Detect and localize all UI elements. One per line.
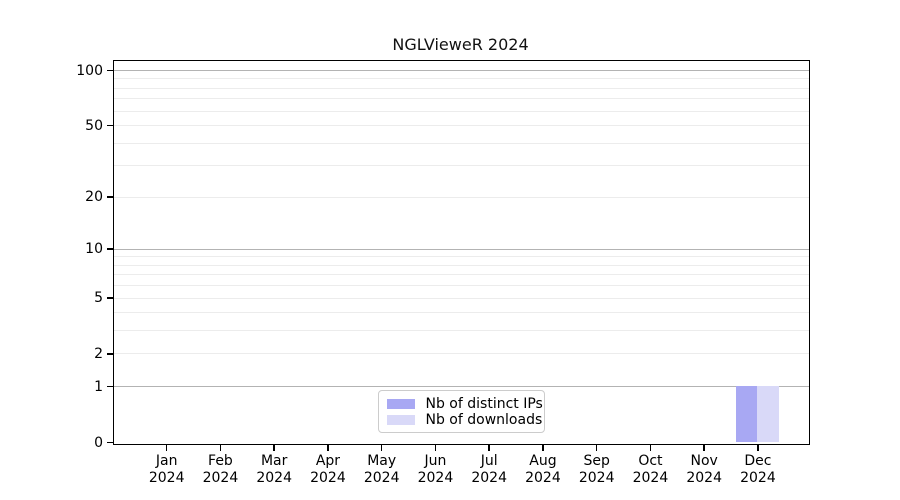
x-tick-mark — [488, 445, 490, 451]
x-tick-mark — [327, 445, 329, 451]
minor-gridline — [113, 78, 809, 80]
y-tick-mark — [106, 297, 113, 299]
major-gridline — [113, 386, 809, 388]
y-tick-label: 2 — [94, 345, 103, 362]
x-tick-label-oct: Oct 2024 — [632, 453, 669, 486]
minor-gridline — [113, 98, 809, 100]
legend-swatch-downloads — [386, 415, 415, 425]
minor-gridline — [113, 256, 809, 258]
bar-nb-of-distinct-ips — [735, 386, 758, 442]
major-gridline — [113, 70, 809, 71]
minor-gridline — [113, 297, 809, 299]
minor-gridline — [113, 87, 809, 89]
x-tick-label-feb: Feb 2024 — [202, 453, 239, 486]
x-tick-label-mar: Mar 2024 — [256, 453, 292, 486]
x-tick-label-may: May 2024 — [363, 453, 400, 486]
x-tick-mark — [434, 445, 437, 451]
y-tick-label: 10 — [85, 241, 103, 258]
minor-gridline — [113, 125, 809, 127]
minor-gridline — [113, 142, 809, 144]
legend-item-downloads: Nb of downloads — [386, 412, 542, 428]
y-tick-label: 5 — [94, 290, 103, 307]
minor-gridline — [113, 196, 809, 198]
y-tick-mark — [106, 124, 113, 127]
bar-nb-of-downloads — [757, 386, 779, 442]
y-tick-label: 0 — [94, 434, 103, 451]
y-tick-label: 100 — [76, 62, 103, 79]
minor-gridline — [113, 353, 809, 355]
x-tick-mark — [649, 445, 652, 451]
x-tick-label-apr: Apr 2024 — [310, 453, 346, 486]
minor-gridline — [113, 285, 809, 287]
y-tick-label: 50 — [85, 117, 103, 134]
x-tick-label-dec: Dec 2024 — [740, 453, 776, 486]
x-tick-mark — [757, 445, 759, 451]
chart-title: NGLVieweR 2024 — [392, 35, 529, 54]
legend: Nb of distinct IPs Nb of downloads — [377, 390, 545, 433]
y-tick-mark — [106, 248, 113, 250]
x-tick-mark — [273, 445, 275, 451]
y-tick-mark — [106, 385, 113, 388]
x-tick-mark — [165, 445, 168, 451]
x-tick-label-nov: Nov 2024 — [686, 453, 722, 486]
legend-swatch-distinct-ips — [386, 399, 415, 409]
y-tick-mark — [106, 353, 113, 355]
minor-gridline — [113, 165, 809, 167]
x-tick-label-jan: Jan 2024 — [148, 453, 185, 486]
minor-gridline — [113, 312, 809, 314]
y-tick-mark — [106, 196, 113, 198]
plot-area: Nb of distinct IPs Nb of downloads — [112, 60, 810, 445]
y-tick-label: 1 — [94, 378, 103, 395]
minor-gridline — [113, 330, 809, 332]
x-tick-label-jul: Jul 2024 — [471, 453, 507, 486]
minor-gridline — [113, 110, 809, 112]
legend-label-distinct-ips: Nb of distinct IPs — [425, 396, 543, 412]
x-tick-label-sep: Sep 2024 — [578, 453, 615, 486]
x-tick-mark — [542, 445, 544, 451]
x-tick-label-jun: Jun 2024 — [417, 453, 454, 486]
x-tick-mark — [219, 445, 222, 451]
y-tick-label: 20 — [85, 189, 103, 206]
x-tick-mark — [380, 445, 383, 451]
major-gridline — [113, 248, 809, 250]
x-tick-mark — [703, 445, 705, 451]
minor-gridline — [113, 264, 809, 266]
y-tick-mark — [106, 441, 113, 444]
y-tick-mark — [106, 69, 113, 72]
x-tick-mark — [595, 445, 598, 451]
x-tick-label-aug: Aug 2024 — [525, 453, 561, 486]
minor-gridline — [113, 274, 809, 276]
legend-label-downloads: Nb of downloads — [425, 412, 543, 428]
legend-item-distinct-ips: Nb of distinct IPs — [386, 396, 543, 412]
